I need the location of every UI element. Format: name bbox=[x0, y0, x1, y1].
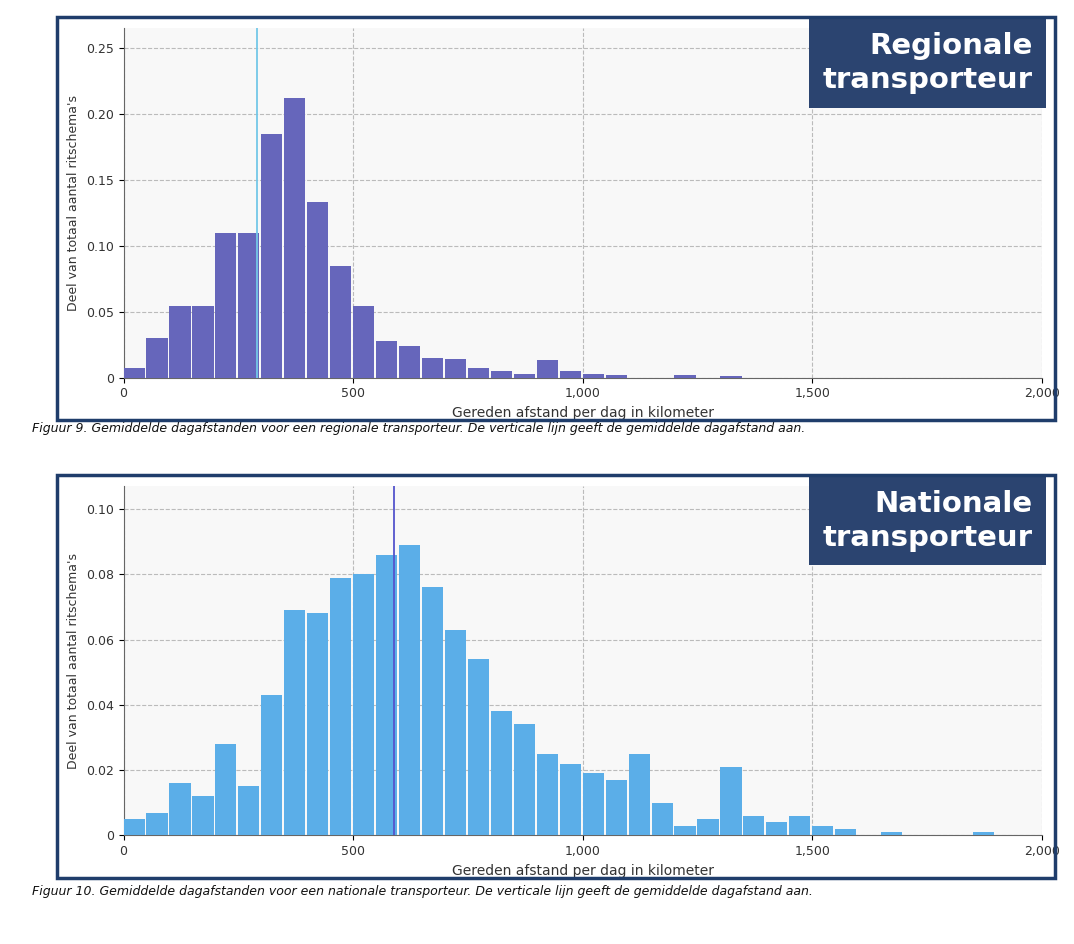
Bar bbox=[330, 265, 351, 378]
Bar bbox=[330, 578, 351, 835]
Bar bbox=[606, 375, 627, 378]
Bar bbox=[422, 587, 444, 835]
Bar bbox=[537, 361, 557, 378]
Bar bbox=[697, 819, 719, 835]
Bar bbox=[124, 819, 145, 835]
Bar bbox=[146, 338, 168, 378]
Bar bbox=[560, 764, 581, 835]
Bar bbox=[468, 368, 489, 378]
X-axis label: Gereden afstand per dag in kilometer: Gereden afstand per dag in kilometer bbox=[452, 406, 713, 420]
Bar bbox=[124, 368, 145, 378]
Bar bbox=[537, 754, 557, 835]
Bar bbox=[307, 202, 329, 378]
Bar bbox=[353, 574, 374, 835]
Bar bbox=[721, 767, 741, 835]
Bar bbox=[445, 359, 466, 378]
Bar bbox=[836, 829, 856, 835]
Text: Nationale
transporteur: Nationale transporteur bbox=[823, 490, 1032, 552]
Bar bbox=[513, 724, 535, 835]
Bar bbox=[192, 307, 214, 378]
Bar bbox=[881, 833, 902, 835]
Bar bbox=[376, 555, 397, 835]
X-axis label: Gereden afstand per dag in kilometer: Gereden afstand per dag in kilometer bbox=[452, 864, 713, 878]
Bar bbox=[674, 375, 696, 378]
Y-axis label: Deel van totaal aantal ritschema's: Deel van totaal aantal ritschema's bbox=[68, 553, 81, 768]
Bar bbox=[285, 610, 305, 835]
Bar bbox=[560, 371, 581, 378]
Text: Regionale
transporteur: Regionale transporteur bbox=[823, 32, 1032, 94]
Bar bbox=[192, 797, 214, 835]
Bar bbox=[285, 98, 305, 378]
Bar bbox=[261, 695, 282, 835]
Bar bbox=[491, 712, 512, 835]
Bar bbox=[582, 773, 604, 835]
Bar bbox=[146, 813, 168, 835]
Bar bbox=[400, 545, 420, 835]
Bar bbox=[400, 346, 420, 378]
Bar bbox=[307, 614, 329, 835]
Bar bbox=[789, 816, 811, 835]
Bar bbox=[652, 802, 672, 835]
Text: Figuur 10. Gemiddelde dagafstanden voor een nationale transporteur. De verticale: Figuur 10. Gemiddelde dagafstanden voor … bbox=[32, 885, 813, 899]
Y-axis label: Deel van totaal aantal ritschema's: Deel van totaal aantal ritschema's bbox=[68, 95, 81, 311]
Bar bbox=[812, 826, 833, 835]
Bar bbox=[674, 826, 696, 835]
Bar bbox=[743, 816, 765, 835]
Bar bbox=[215, 744, 236, 835]
Bar bbox=[445, 630, 466, 835]
Bar bbox=[973, 833, 995, 835]
Text: Figuur 9. Gemiddelde dagafstanden voor een regionale transporteur. De verticale : Figuur 9. Gemiddelde dagafstanden voor e… bbox=[32, 422, 806, 435]
Bar bbox=[628, 754, 650, 835]
Bar bbox=[353, 307, 374, 378]
Bar bbox=[238, 232, 260, 378]
Bar bbox=[721, 377, 741, 378]
Bar bbox=[513, 374, 535, 378]
Bar bbox=[376, 341, 397, 378]
Bar bbox=[170, 307, 190, 378]
Bar bbox=[170, 784, 190, 835]
Bar bbox=[767, 822, 787, 835]
Bar bbox=[491, 371, 512, 378]
Bar bbox=[215, 232, 236, 378]
Bar bbox=[582, 374, 604, 378]
Bar bbox=[422, 358, 444, 378]
Bar bbox=[606, 780, 627, 835]
Bar bbox=[261, 134, 282, 378]
Bar bbox=[238, 786, 260, 835]
Bar bbox=[468, 659, 489, 835]
